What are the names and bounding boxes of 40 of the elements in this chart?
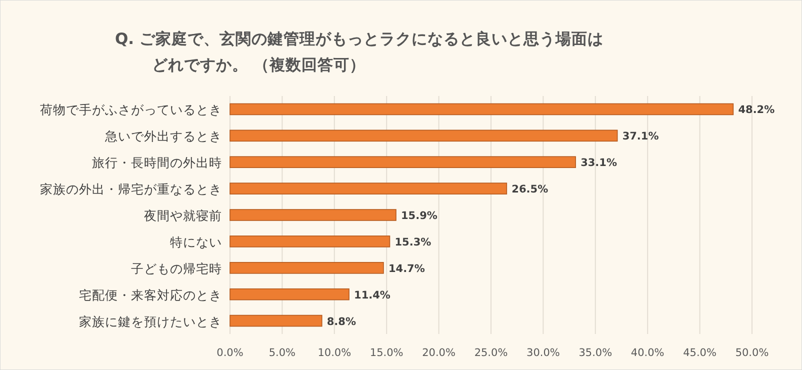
x-tick-label: 10.0% (318, 347, 352, 359)
y-tick-label: 家族の外出・帰宅が重なるとき (40, 182, 222, 197)
bar (230, 103, 734, 116)
x-tick-label: 20.0% (422, 347, 456, 359)
y-tick-label: 宅配便・来客対応のとき (79, 287, 222, 302)
data-label: 33.1% (580, 157, 618, 170)
chart-title: Q. ご家庭で、玄関の鍵管理がもっとラクになると良いと思う場面は (115, 29, 604, 48)
data-label: 14.7% (388, 262, 426, 275)
bar (230, 182, 508, 194)
y-tick-label: 急いで外出するとき (104, 128, 222, 144)
y-tick-label: 家族に鍵を預けたいとき (79, 314, 222, 329)
data-label: 15.3% (394, 236, 432, 248)
data-label: 37.1% (622, 130, 660, 143)
bar (230, 156, 576, 168)
data-label: 26.5% (512, 184, 549, 196)
x-tick-label: 40.0% (630, 347, 664, 359)
x-tick-label: 0.0% (216, 347, 244, 359)
x-tick-label: 15.0% (370, 347, 404, 359)
data-label: 15.9% (400, 210, 438, 222)
bar (230, 236, 390, 248)
y-tick-label: 夜間や就寝前 (144, 208, 222, 223)
bar (230, 130, 618, 142)
y-tick-label: 旅行・長時間の外出時 (92, 155, 222, 170)
data-label: 8.8% (326, 316, 356, 328)
x-tick-label: 50.0% (735, 347, 769, 359)
x-tick-label: 30.0% (526, 347, 560, 359)
x-tick-label: 25.0% (474, 347, 508, 359)
x-tick-label: 5.0% (268, 347, 296, 359)
x-tick-label: 45.0% (683, 347, 716, 359)
data-label: 11.4% (354, 289, 391, 302)
y-tick-label: 特にない (170, 234, 222, 250)
data-label: 48.2% (738, 104, 776, 116)
x-tick-label: 35.0% (578, 347, 612, 359)
chart-subtitle: どれですか。 （複数回答可） (152, 56, 366, 74)
y-tick-label: 荷物で手がふさがっているとき (40, 102, 222, 118)
bar (230, 262, 384, 274)
y-tick-label: 子どもの帰宅時 (131, 260, 222, 276)
bar (230, 209, 396, 221)
bar (230, 314, 322, 327)
bar (230, 288, 350, 300)
